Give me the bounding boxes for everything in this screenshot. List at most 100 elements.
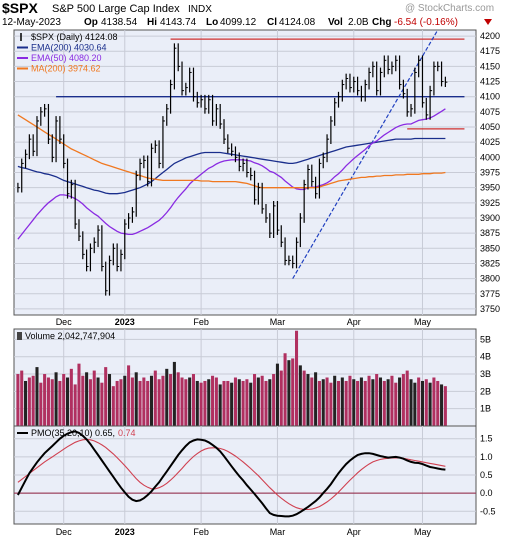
ma200-line	[17, 114, 446, 189]
volume-bar	[46, 377, 50, 426]
legend-entry: MA(200) 3974.62	[31, 64, 101, 74]
volume-bar	[58, 380, 62, 426]
price-tick-label: 3750	[480, 304, 500, 314]
volume-bar	[146, 380, 150, 426]
x-axis-label: Apr	[347, 527, 361, 537]
volume-bar	[436, 380, 440, 426]
volume-bar	[314, 372, 318, 426]
volume-bar	[43, 374, 47, 426]
volume-bar	[302, 370, 306, 426]
volume-bar	[62, 374, 66, 426]
volume-bar	[306, 374, 310, 426]
volume-legend: Volume 2,042,747,904	[25, 331, 115, 341]
volume-bar	[73, 384, 77, 426]
volume-bar	[218, 384, 222, 426]
price-tick-label: 3975	[480, 168, 500, 178]
volume-bar	[207, 379, 211, 426]
close-value: 4124.08	[279, 17, 316, 28]
price-tick-label: 4025	[480, 137, 500, 147]
pmo-tick-label: 0.5	[480, 470, 493, 480]
low-label: Lo	[206, 17, 218, 28]
legend-entry: EMA(200) 4030.64	[31, 43, 107, 53]
volume-bar	[169, 374, 173, 426]
volume-bar	[256, 377, 260, 426]
volume-bar	[119, 379, 123, 426]
volume-bar	[440, 384, 444, 426]
pmo-tick-label: 1.5	[480, 434, 493, 444]
volume-bar	[50, 379, 54, 426]
price-tick-label: 3850	[480, 243, 500, 253]
volume-bar	[390, 375, 394, 426]
volume-bar	[294, 330, 299, 426]
volume-legend-swatch	[17, 332, 22, 340]
volume-bar	[344, 380, 348, 426]
high-value: 4143.74	[160, 17, 197, 28]
volume-bar	[88, 379, 92, 426]
vol-value: 2.0B	[348, 17, 369, 28]
x-axis-price: Dec 2023 Feb Mar Apr May	[56, 317, 432, 327]
volume-bar	[96, 377, 100, 426]
volume-bar	[321, 379, 325, 426]
volume-bar	[92, 370, 96, 426]
volume-tick-label: 5B	[480, 334, 491, 344]
chg-value: -6.54 (-0.16%)	[394, 17, 458, 28]
quote-date: 12-May-2023	[2, 17, 61, 28]
volume-bar	[149, 375, 154, 426]
volume-bar	[356, 380, 360, 426]
volume-tick-label: 3B	[480, 369, 491, 379]
volume-bar	[443, 386, 447, 426]
pmo-signal-legend: 0.74	[118, 428, 136, 438]
volume-bar	[123, 375, 127, 426]
volume-bar	[420, 380, 425, 426]
volume-bar	[249, 382, 253, 426]
x-axis-label: Mar	[270, 317, 286, 327]
volume-bar	[39, 382, 43, 426]
volume-bar	[188, 377, 192, 426]
volume-bar	[398, 377, 402, 426]
price-tick-label: 4100	[480, 92, 500, 102]
volume-bar	[413, 382, 417, 426]
volume-bar	[233, 377, 237, 426]
symbol-name: S&P 500 Large Cap Index	[52, 3, 180, 15]
x-axis-label: 2023	[115, 317, 135, 327]
volume-bar	[275, 363, 279, 426]
volume-bar	[417, 377, 421, 426]
volume-bar	[172, 361, 176, 426]
volume-bar	[367, 375, 371, 426]
price-tick-label: 3925	[480, 198, 500, 208]
down-arrow-icon	[484, 19, 492, 25]
pmo-panel: -0.5 0.0 0.5 1.0 1.5 PMO(35,20,10) 0.65, 0.74	[13, 425, 496, 525]
watermark: @ StockCharts.com	[405, 3, 494, 14]
volume-bar	[65, 377, 70, 426]
legend-entry: $SPX (Daily) 4124.08	[31, 32, 118, 42]
volume-bar	[352, 379, 356, 426]
price-tick-label: 3950	[480, 183, 500, 193]
volume-bar	[409, 379, 413, 426]
volume-bar	[127, 365, 131, 426]
x-axis-bottom: Dec 2023 Feb Mar Apr May	[56, 527, 432, 537]
x-axis-label: Mar	[270, 527, 286, 537]
x-axis-label: May	[414, 527, 432, 537]
volume-bar	[363, 380, 367, 426]
high-label: Hi	[147, 17, 157, 28]
volume-bar	[386, 379, 390, 426]
volume-bar	[325, 377, 329, 426]
x-axis-label: 2023	[115, 527, 135, 537]
volume-bar	[405, 370, 409, 426]
chg-label: Chg	[372, 17, 391, 28]
volume-bar	[310, 377, 314, 426]
volume-bar	[24, 380, 28, 426]
volume-bar	[214, 377, 218, 426]
volume-bar	[333, 375, 337, 426]
volume-bar	[77, 363, 81, 426]
volume-bar	[203, 380, 207, 426]
x-axis-label: Feb	[193, 317, 209, 327]
volume-tick-label: 1B	[480, 404, 491, 414]
volume-bar	[107, 374, 112, 426]
pmo-tick-label: 1.0	[480, 452, 493, 462]
low-value: 4099.12	[220, 17, 257, 28]
volume-bar	[432, 377, 436, 426]
volume-bar	[401, 374, 405, 426]
volume-bar	[54, 372, 58, 426]
